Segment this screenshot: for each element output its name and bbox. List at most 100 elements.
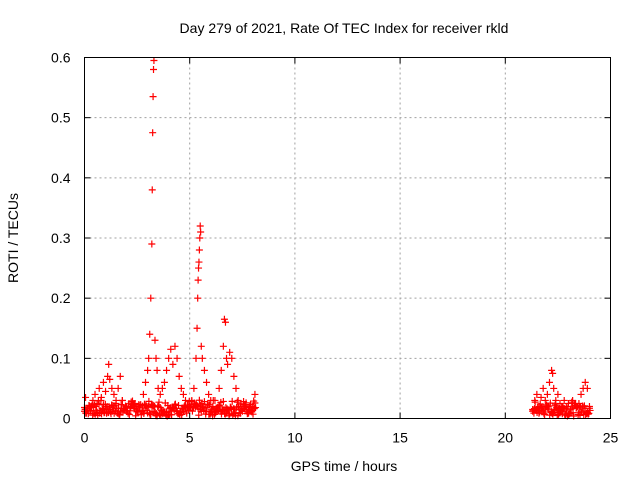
- noise-point: [546, 399, 554, 407]
- data-point: [135, 401, 143, 409]
- noise-point: [540, 410, 548, 418]
- data-point: [173, 354, 181, 362]
- data-point: [232, 384, 240, 392]
- data-point: [195, 264, 203, 272]
- data-point: [147, 294, 155, 302]
- y-tick-label: 0.3: [51, 230, 71, 246]
- x-tick-label: 0: [81, 430, 89, 446]
- y-tick-label: 0.1: [51, 350, 71, 366]
- data-point: [249, 402, 257, 410]
- y-tick-label: 0.5: [51, 110, 71, 126]
- data-point: [146, 330, 154, 338]
- data-point: [186, 402, 194, 410]
- chart-title: Day 279 of 2021, Rate Of TEC Index for r…: [180, 20, 509, 36]
- y-tick-label: 0.6: [51, 50, 71, 66]
- noise-point: [195, 411, 203, 419]
- y-tick-label: 0.4: [51, 170, 71, 186]
- data-point: [251, 390, 259, 398]
- data-point: [543, 390, 551, 398]
- data-point: [158, 384, 166, 392]
- data-point: [151, 336, 159, 344]
- data-point: [144, 366, 152, 374]
- data-point: [131, 399, 139, 407]
- data-point: [150, 57, 158, 65]
- data-point: [99, 378, 107, 386]
- data-point: [226, 348, 234, 356]
- noise-point: [171, 400, 179, 408]
- data-point: [127, 404, 135, 412]
- data-point: [148, 186, 156, 194]
- data-point: [145, 354, 153, 362]
- data-point: [221, 318, 229, 326]
- data-point: [142, 378, 150, 386]
- data-point: [535, 402, 543, 410]
- data-point: [149, 129, 157, 137]
- data-point: [196, 222, 204, 230]
- data-point: [545, 378, 553, 386]
- data-point: [552, 396, 560, 404]
- data-point: [181, 396, 189, 404]
- data-point: [194, 276, 202, 284]
- plot-frame: [84, 57, 611, 419]
- data-point: [198, 354, 206, 362]
- x-tick-label: 15: [392, 430, 408, 446]
- noise-point: [576, 411, 584, 419]
- data-point: [150, 66, 158, 74]
- data-point: [118, 396, 126, 404]
- data-point: [87, 402, 95, 410]
- data-point: [205, 390, 213, 398]
- plot-points: [81, 57, 594, 420]
- data-point: [195, 258, 203, 266]
- data-point: [529, 405, 537, 413]
- data-point: [220, 315, 228, 323]
- data-point: [549, 369, 557, 377]
- data-point: [160, 378, 168, 386]
- noise-point: [228, 397, 236, 405]
- data-point: [169, 360, 177, 368]
- data-point: [583, 384, 591, 392]
- data-point: [194, 294, 202, 302]
- data-point: [240, 402, 248, 410]
- x-tick-label: 25: [603, 430, 619, 446]
- x-tick-label: 20: [498, 430, 514, 446]
- noise-point: [584, 410, 592, 418]
- y-tick-label: 0: [63, 411, 71, 427]
- data-point: [123, 402, 131, 410]
- data-point: [179, 390, 187, 398]
- x-tick-labels: 0 5 10 15 20 25: [81, 430, 619, 446]
- data-point: [193, 324, 201, 332]
- data-point: [153, 366, 161, 374]
- data-point: [550, 384, 558, 392]
- grid-lines: [84, 57, 611, 419]
- noise-point: [125, 411, 133, 419]
- data-point: [539, 384, 547, 392]
- data-point: [211, 396, 219, 404]
- data-point: [139, 390, 147, 398]
- data-point: [548, 366, 556, 374]
- x-axis-label: GPS time / hours: [291, 458, 398, 474]
- data-point: [93, 399, 101, 407]
- y-axis-label: ROTI / TECUs: [5, 193, 21, 283]
- data-point: [234, 396, 242, 404]
- data-point: [112, 396, 120, 404]
- y-tick-labels: 0 0.1 0.2 0.3 0.4 0.5 0.6: [51, 50, 71, 427]
- data-point: [585, 402, 593, 410]
- data-point: [577, 390, 585, 398]
- data-point: [171, 342, 179, 350]
- data-point: [156, 390, 164, 398]
- data-point: [190, 384, 198, 392]
- data-point: [541, 396, 549, 404]
- data-point: [97, 393, 105, 401]
- data-point: [192, 354, 200, 362]
- data-point: [110, 390, 118, 398]
- noise-point: [238, 406, 246, 414]
- data-point: [203, 378, 211, 386]
- noise-point: [155, 398, 163, 406]
- x-tick-label: 5: [186, 430, 194, 446]
- data-point: [245, 405, 253, 413]
- data-point: [196, 234, 204, 242]
- data-point: [82, 393, 90, 401]
- data-point: [560, 396, 568, 404]
- data-point: [569, 396, 577, 404]
